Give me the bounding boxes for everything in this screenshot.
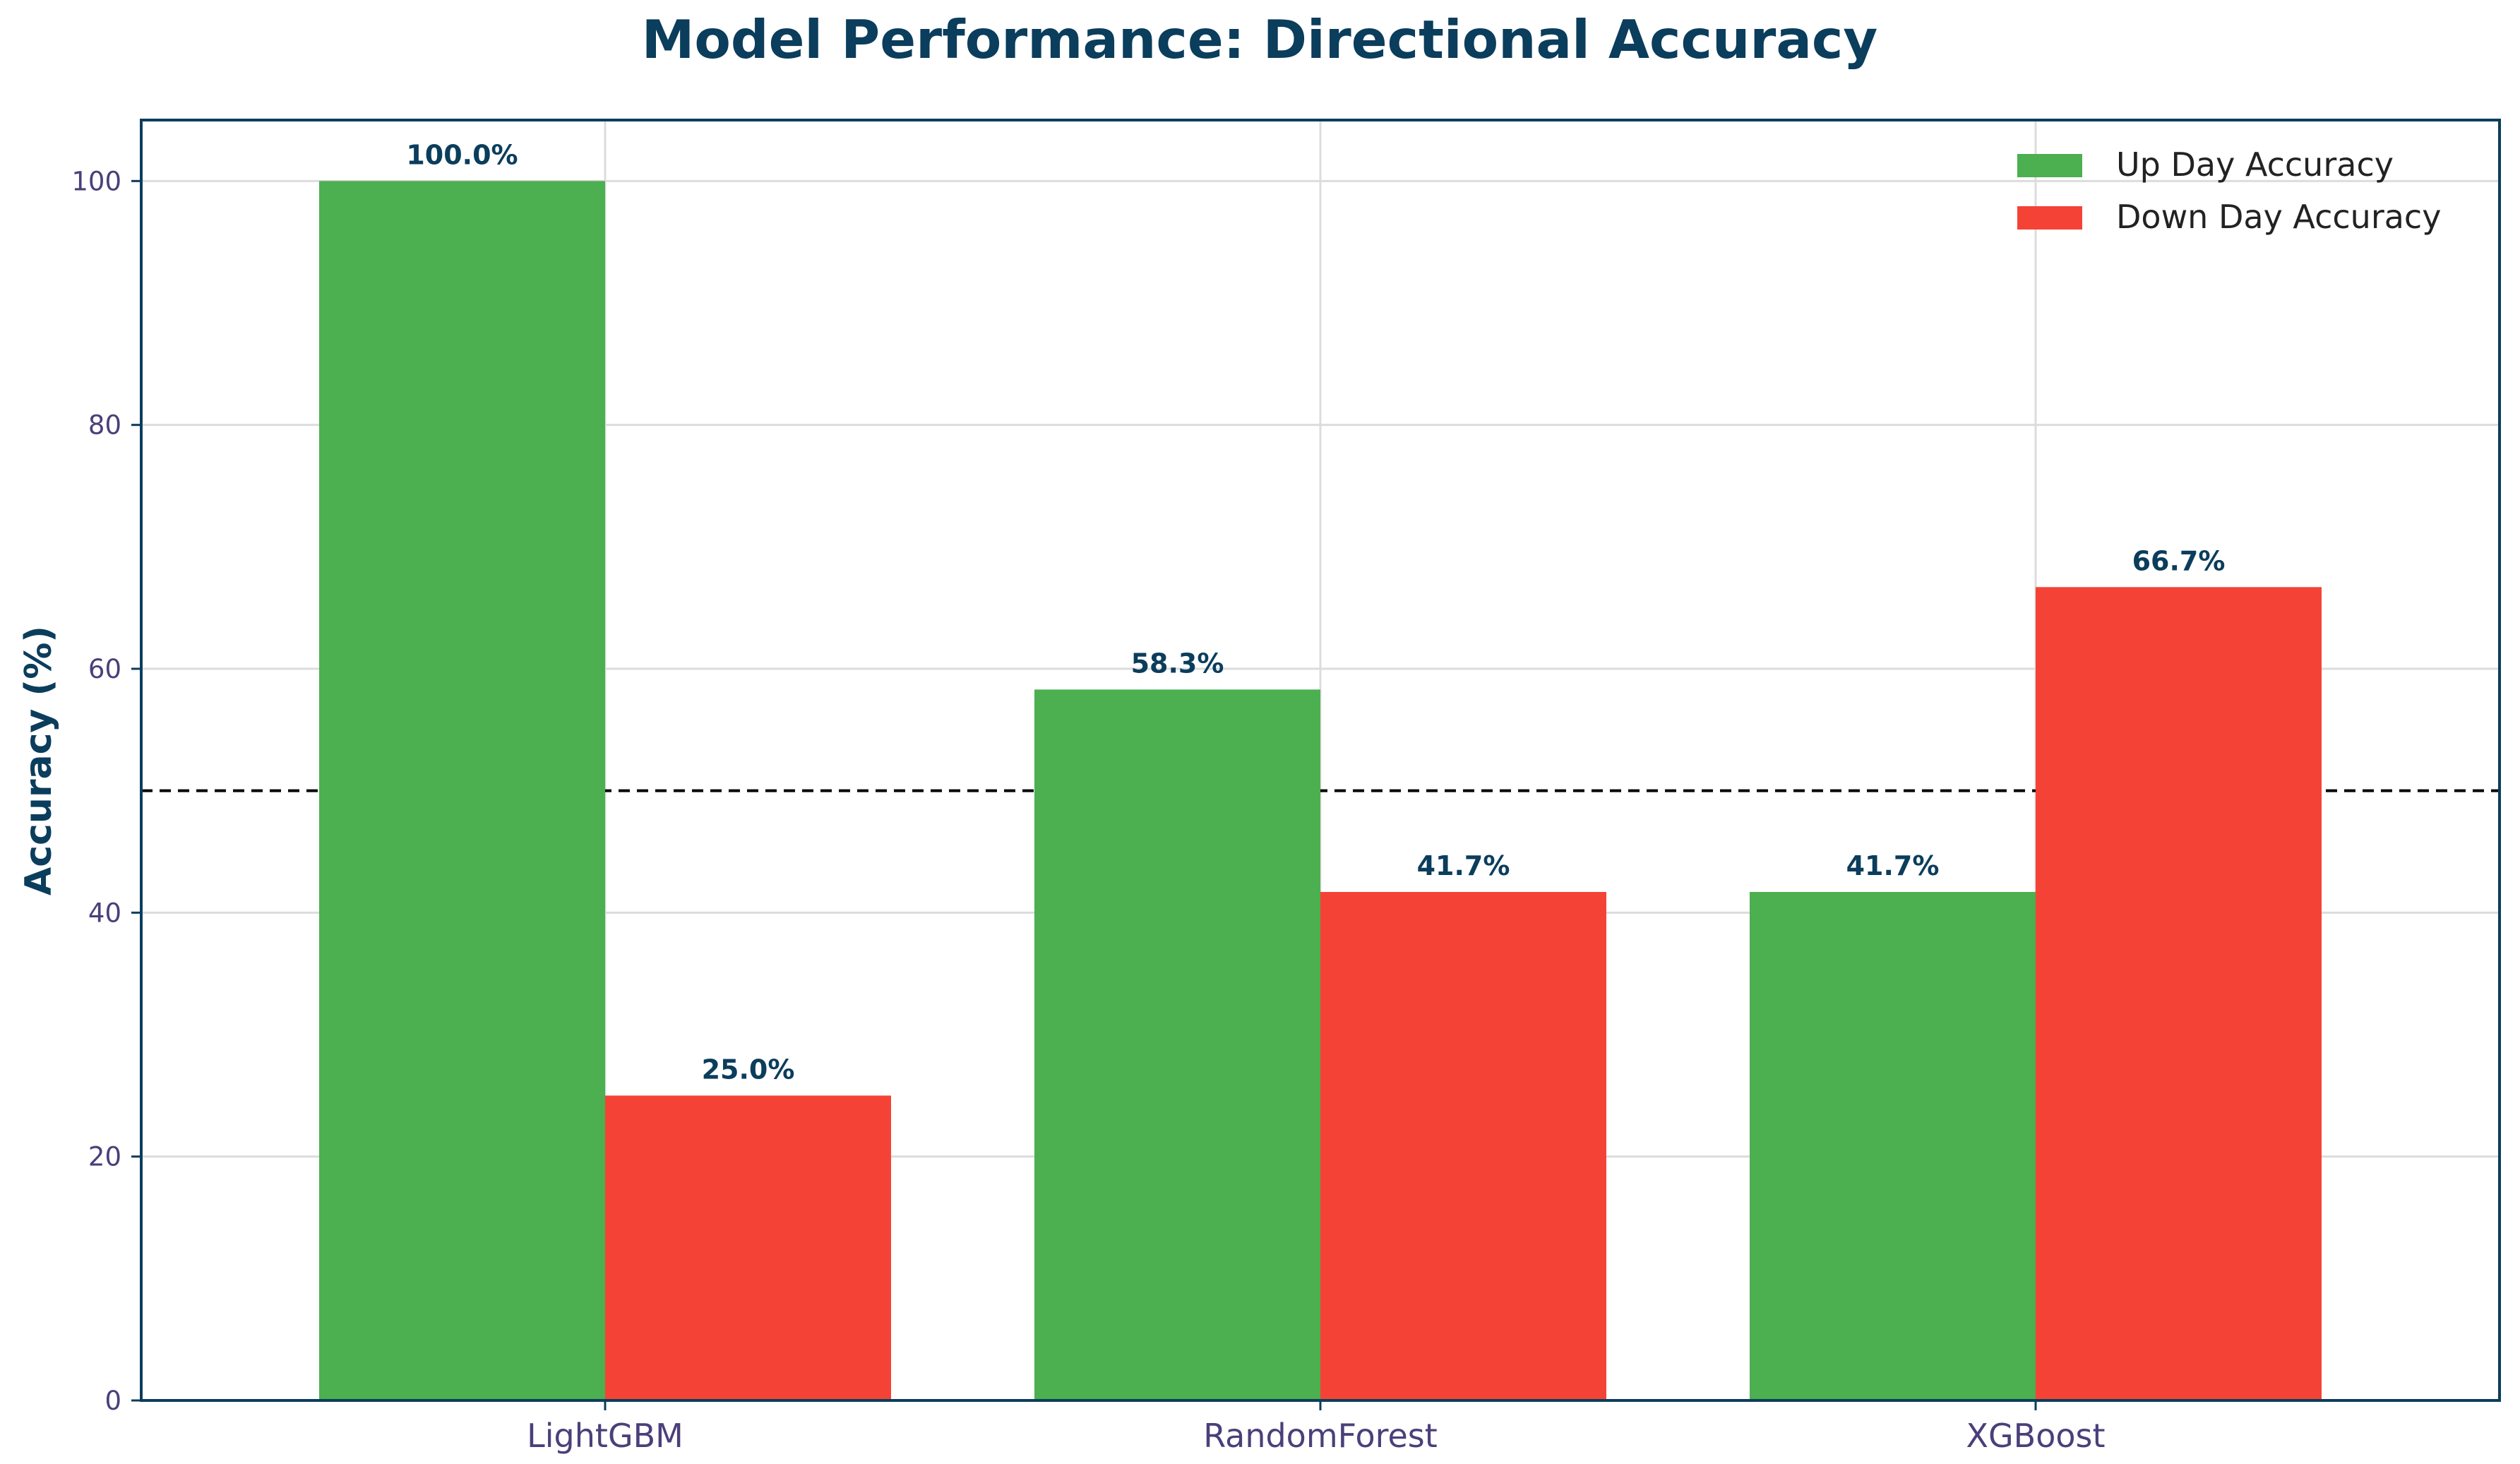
- x-tick-label-0: LightGBM: [527, 1417, 683, 1455]
- bar-1-2: [2036, 587, 2322, 1400]
- y-tick-label-0: 0: [104, 1386, 121, 1416]
- chart-title: Model Performance: Directional Accuracy: [642, 8, 1878, 71]
- y-tick-label-3: 60: [88, 654, 121, 684]
- bars: [319, 181, 2322, 1400]
- value-label-0-0: 100.0%: [406, 139, 518, 170]
- value-label-1-0: 25.0%: [702, 1054, 795, 1085]
- bar-0-1: [1034, 689, 1320, 1400]
- x-tick-label-1: RandomForest: [1203, 1417, 1438, 1455]
- legend: Up Day Accuracy Down Day Accuracy: [2017, 145, 2441, 236]
- value-label-0-2: 41.7%: [1846, 850, 1940, 881]
- y-tick-label-1: 20: [88, 1142, 121, 1172]
- value-labels: 100.0% 58.3% 41.7% 25.0% 41.7% 66.7%: [406, 139, 2225, 1085]
- bar-1-0: [605, 1095, 891, 1400]
- legend-label-1: Down Day Accuracy: [2116, 198, 2441, 236]
- bar-1-1: [1320, 891, 1606, 1400]
- value-label-0-1: 58.3%: [1131, 648, 1224, 679]
- y-axis-label: Accuracy (%): [18, 626, 60, 895]
- x-axis-ticks: LightGBM RandomForest XGBoost: [527, 1400, 2106, 1455]
- value-label-1-2: 66.7%: [2132, 545, 2226, 576]
- legend-swatch-1: [2017, 206, 2082, 230]
- y-axis-ticks: 0 20 40 60 80 100: [71, 166, 141, 1416]
- bar-0-2: [1750, 891, 2036, 1400]
- x-tick-label-2: XGBoost: [1966, 1417, 2105, 1455]
- bar-0-0: [319, 181, 605, 1400]
- y-tick-label-4: 80: [88, 410, 121, 441]
- y-tick-label-2: 40: [88, 898, 121, 928]
- value-label-1-1: 41.7%: [1417, 850, 1510, 881]
- legend-swatch-0: [2017, 154, 2082, 177]
- legend-label-0: Up Day Accuracy: [2116, 145, 2394, 184]
- y-tick-label-5: 100: [71, 166, 121, 196]
